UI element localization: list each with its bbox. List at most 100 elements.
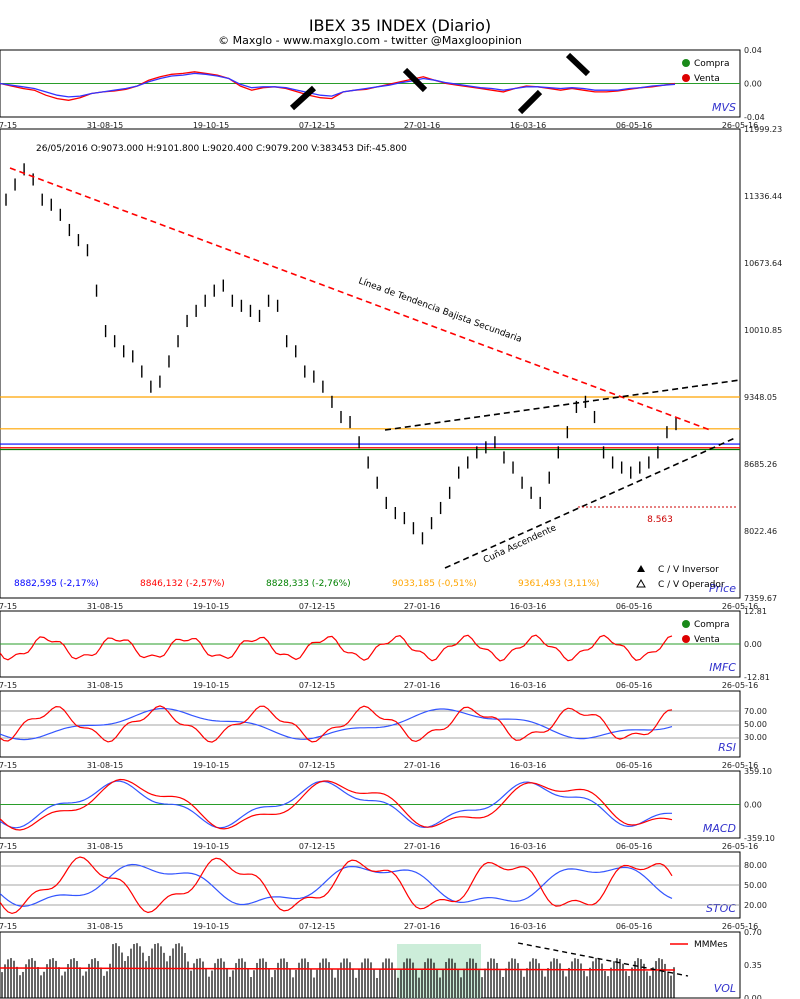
x-tick-label: 27-01-16 [404,761,440,770]
y-tick-label: 0.00 [744,801,762,810]
y-tick-label: 0.35 [744,961,762,970]
x-tick-label: 19-10-15 [193,842,229,851]
x-tick-label: 06-05-16 [616,922,652,931]
y-tick-label: 9348.05 [744,393,777,402]
y-tick-label: 30.00 [744,733,767,742]
x-tick-label: 31-08-15 [87,681,123,690]
x-tick-label: 26-05-16 [722,842,758,851]
bearish-trend-line [9,167,711,431]
x-tick-label: 06-05-16 [616,761,652,770]
y-tick-label: 0.00 [744,640,762,649]
y-tick-label: 0.00 [744,994,762,999]
x-tick-label: 07-12-15 [299,761,335,770]
y-tick-label: 12.81 [744,607,767,616]
panel-label-stoc: STOC [706,902,736,915]
x-tick-label: 7-15 [0,602,17,611]
legend-mmmes-label: MMMes [694,940,728,950]
x-tick-label: 19-10-15 [193,761,229,770]
x-tick-label: 07-12-15 [299,922,335,931]
level-label: 8846,132 (-2,57%) [140,579,225,589]
volume-trend-line [517,942,689,977]
x-tick-label: 19-10-15 [193,602,229,611]
x-tick-label: 16-03-16 [510,922,546,931]
mvs-series-line [0,72,676,98]
level-label: 8882,595 (-2,17%) [14,579,99,589]
wedge-annotation: Cuña Ascendente [482,523,558,566]
x-tick-label: 16-03-16 [510,761,546,770]
x-tick-label: 16-03-16 [510,121,546,130]
x-tick-label: 07-12-15 [299,121,335,130]
y-tick-label: 10010.85 [744,326,782,335]
legend-inversor-marker [637,565,645,572]
x-tick-label: 31-08-15 [87,761,123,770]
stoc-line [0,856,673,915]
y-tick-label: -359.10 [744,834,775,843]
ohlc-header: 26/05/2016 O:9073.000 H:9101.800 L:9020.… [36,144,407,154]
y-tick-label: 11999.23 [744,125,782,134]
annotation-arrow [565,52,591,77]
x-tick-label: 7-15 [0,121,17,130]
x-tick-label: 26-05-16 [722,121,758,130]
trend-annotation: Línea de Tendencia Bajista Secundaria [357,276,523,345]
legend-compra-marker [682,620,690,628]
legend-compra-marker [682,59,690,67]
x-tick-label: 7-15 [0,842,17,851]
annotation-arrow [402,67,428,93]
level-label: 9033,185 (-0,51%) [392,579,477,589]
y-tick-label: 8685.26 [744,460,777,469]
target-annotation: 8.563 [647,515,673,525]
y-tick-label: 0.00 [744,80,762,89]
y-tick-label: 8022.46 [744,527,777,536]
x-tick-label: 27-01-16 [404,842,440,851]
x-tick-label: 31-08-15 [87,121,123,130]
x-tick-label: 07-12-15 [299,602,335,611]
chart-title: IBEX 35 INDEX (Diario) [309,16,491,35]
x-tick-label: 16-03-16 [510,842,546,851]
x-tick-label: 06-05-16 [616,121,652,130]
level-label: 8828,333 (-2,76%) [266,579,351,589]
x-tick-label: 26-05-16 [722,602,758,611]
y-tick-label: 10673.64 [744,259,782,268]
level-label: 9361,493 (3,11%) [518,579,599,589]
panel-label-vol: VOL [714,982,736,995]
wedge-lower-line [444,437,736,569]
panel-label-mvs: MVS [712,101,736,114]
y-tick-label: -0.04 [744,113,765,122]
x-tick-label: 26-05-16 [722,681,758,690]
x-tick-label: 26-05-16 [722,761,758,770]
x-tick-label: 26-05-16 [722,922,758,931]
mvs-series-line [0,71,676,101]
y-tick-label: 50.00 [744,881,767,890]
legend-compra-label: Compra [694,59,730,69]
x-tick-label: 19-10-15 [193,681,229,690]
x-tick-label: 27-01-16 [404,121,440,130]
y-tick-label: 70.00 [744,707,767,716]
rsi-signal-line [0,707,673,741]
x-tick-label: 7-15 [0,922,17,931]
panel-label-price: Price [709,582,736,595]
y-tick-label: 50.00 [744,720,767,729]
legend-operador: C / V Operador [658,580,725,590]
x-tick-label: 07-12-15 [299,681,335,690]
chart-subtitle: © Maxglo - www.maxglo.com - twitter @Max… [218,34,522,47]
panel-frame-rsi [0,690,741,758]
y-tick-label: 0.70 [744,928,762,937]
y-tick-label: 11336.44 [744,192,782,201]
x-tick-label: 06-05-16 [616,602,652,611]
macd-line [0,778,673,831]
panel-label-macd: MACD [703,822,736,835]
x-tick-label: 16-03-16 [510,602,546,611]
x-tick-label: 27-01-16 [404,681,440,690]
legend-operador-marker [636,578,646,588]
legend-venta-label: Venta [694,635,720,645]
x-tick-label: 27-01-16 [404,922,440,931]
x-tick-label: 7-15 [0,681,17,690]
x-tick-label: 06-05-16 [616,681,652,690]
legend-venta-marker [682,74,690,82]
y-tick-label: 20.00 [744,901,767,910]
x-tick-label: 31-08-15 [87,842,123,851]
x-tick-label: 27-01-16 [404,602,440,611]
imfc-line [0,634,673,662]
panel-frame-price [0,128,741,599]
